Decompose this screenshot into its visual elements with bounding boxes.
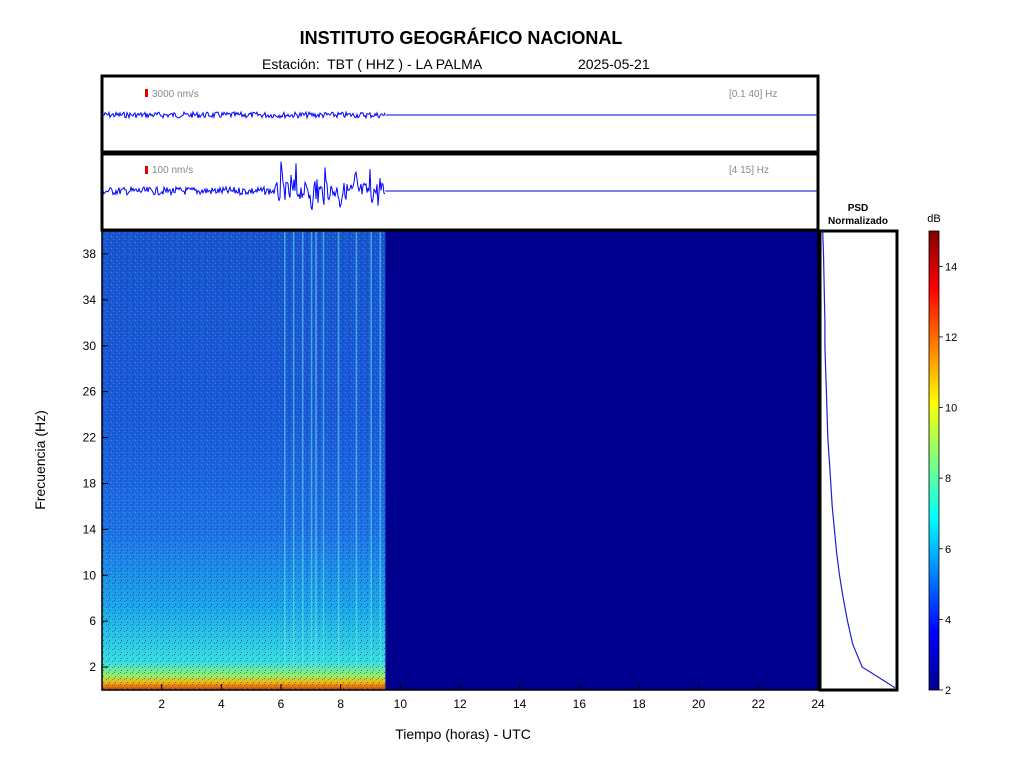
colorbar-tick-label: 4: [945, 614, 951, 626]
y-tick-label: 34: [83, 293, 97, 307]
spectrogram-streak: [301, 231, 304, 670]
colorbar-ticks: 2 4 6 8 10 12 14: [939, 261, 957, 697]
colorbar-tick-label: 14: [945, 261, 957, 273]
y-tick-label: 38: [83, 247, 97, 261]
spectrogram-streak: [379, 231, 381, 670]
y-tick-label: 2: [89, 660, 96, 674]
seismogram-filtered-panel: [100, 152, 820, 232]
station-label: Estación: TBT ( HHZ ) - LA PALMA: [262, 56, 483, 72]
colorbar-tick-label: 2: [945, 685, 951, 697]
y-tick-label: 14: [83, 522, 97, 536]
scale-marker-1: [145, 89, 148, 97]
x-tick-label: 8: [337, 697, 344, 711]
scale-label-1: 3000 nm/s: [152, 89, 199, 100]
spectrogram-streak: [310, 231, 313, 670]
spectrogram-noise: [102, 231, 386, 690]
trace-signal: [102, 110, 386, 120]
spectrogram-streak: [292, 231, 295, 670]
scale-label-2: 100 nm/s: [152, 165, 193, 176]
x-tick-label: 18: [632, 697, 646, 711]
x-tick-label: 2: [158, 697, 165, 711]
trace-broadband: [102, 110, 817, 120]
x-tick-label: 6: [278, 697, 285, 711]
y-tick-label: 6: [89, 614, 96, 628]
page-title: INSTITUTO GEOGRÁFICO NACIONAL: [299, 28, 623, 48]
seismogram-broadband-panel: [100, 74, 820, 154]
y-axis-label: Frecuencia (Hz): [32, 410, 48, 510]
spectrogram-streak: [355, 231, 358, 670]
filter-label-2: [4 15] Hz: [729, 165, 769, 176]
psd-title-line2: Normalizado: [828, 216, 888, 227]
x-tick-label: 14: [513, 697, 527, 711]
y-tick-label: 30: [83, 339, 97, 353]
colorbar-tick-label: 8: [945, 473, 951, 485]
spectrogram-streak: [370, 231, 372, 670]
spectrogram-streak: [337, 231, 340, 670]
y-tick-label: 18: [83, 476, 97, 490]
trace-filtered: [102, 161, 817, 211]
colorbar-tick-label: 6: [945, 544, 951, 556]
y-tick-label: 10: [83, 568, 97, 582]
x-axis-label: Tiempo (horas) - UTC: [395, 726, 531, 742]
spectrogram-streak: [315, 231, 317, 670]
psd-title-line1: PSD: [848, 203, 869, 214]
x-tick-label: 16: [573, 697, 587, 711]
x-tick-label: 10: [394, 697, 408, 711]
x-tick-label: 24: [811, 697, 825, 711]
y-tick-label: 22: [83, 431, 97, 445]
filter-label-1: [0.1 40] Hz: [729, 89, 777, 100]
y-tick-label: 26: [83, 385, 97, 399]
spectrogram-streaks: [283, 231, 381, 670]
date-label: 2025-05-21: [578, 56, 650, 72]
x-axis: 2 4 6 8 10 12 14 16 18 20 22 24: [158, 684, 825, 711]
psd-panel: [818, 229, 899, 692]
colorbar-unit-label: dB: [927, 213, 940, 225]
spectrogram-panel: [101, 230, 819, 691]
scale-marker-2: [145, 166, 148, 174]
colorbar-tick-label: 12: [945, 332, 957, 344]
colorbar: [928, 230, 940, 691]
x-tick-label: 22: [752, 697, 766, 711]
psd-line: [822, 230, 896, 689]
x-tick-label: 4: [218, 697, 225, 711]
x-tick-label: 20: [692, 697, 706, 711]
x-tick-label: 12: [453, 697, 467, 711]
spectrogram-streak: [322, 231, 325, 670]
spectrogram-streak: [283, 231, 286, 670]
trace-signal: [102, 161, 386, 211]
colorbar-tick-label: 10: [945, 403, 957, 415]
